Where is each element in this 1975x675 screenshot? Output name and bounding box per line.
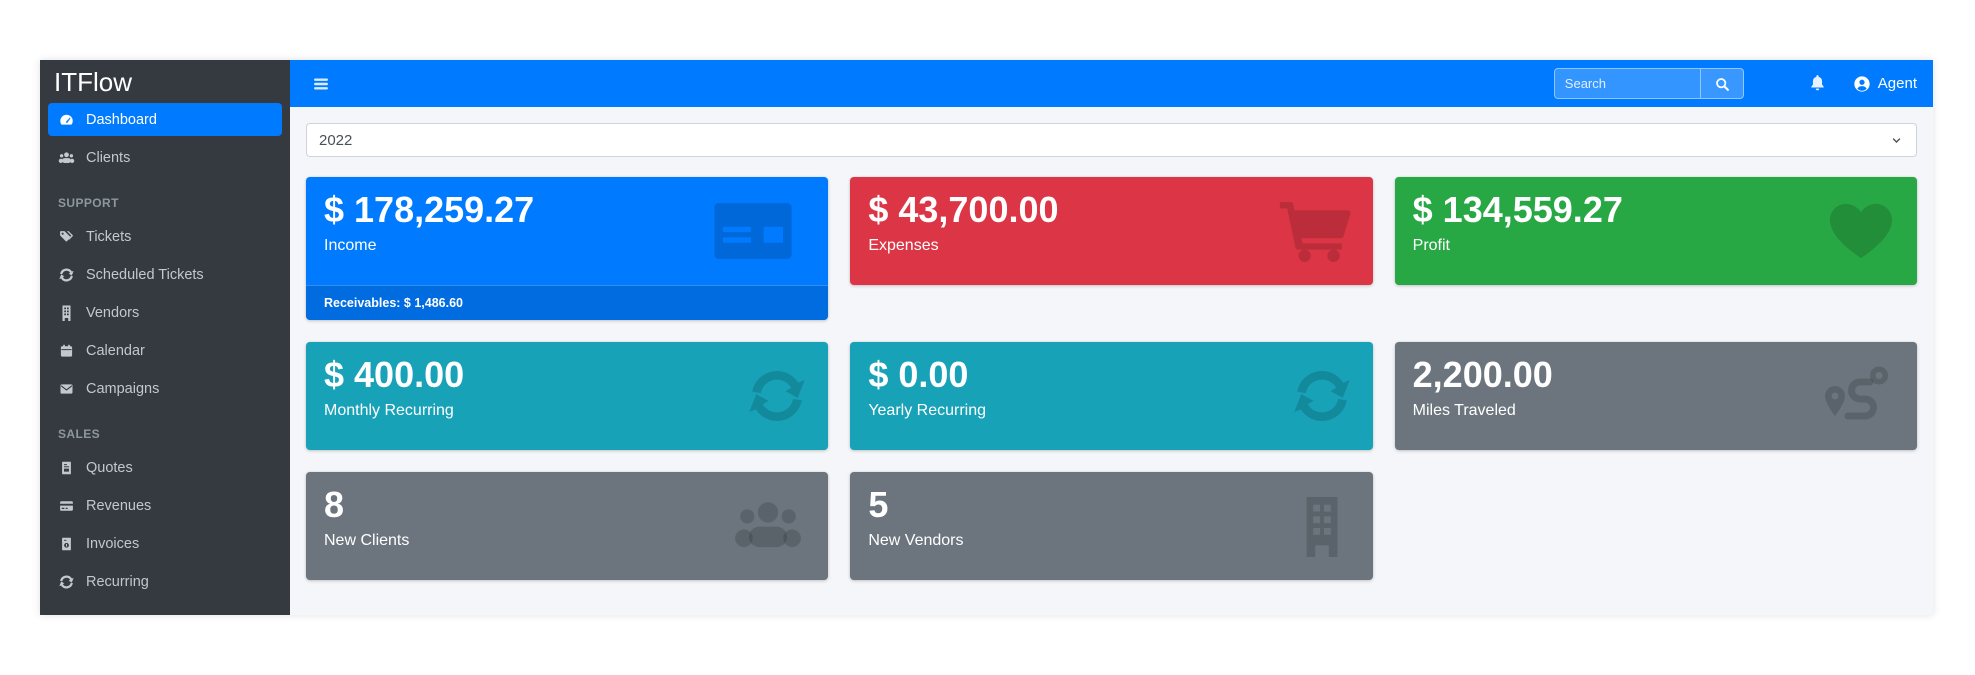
route-icon — [1817, 364, 1897, 428]
stat-card-miles-traveled: 2,200.00 Miles Traveled — [1394, 342, 1917, 450]
stat-label: Yearly Recurring — [868, 402, 987, 420]
stat-label: Monthly Recurring — [324, 402, 454, 420]
stat-value: $ 43,700.00 — [868, 189, 1059, 230]
sidebar-item-recurring[interactable]: Recurring — [48, 565, 282, 598]
shopping-cart-icon — [1277, 198, 1353, 264]
bell-icon — [1808, 73, 1827, 92]
money-check-icon — [698, 201, 808, 261]
user-menu[interactable]: Agent — [1853, 75, 1917, 93]
sidebar-item-invoices[interactable]: Invoices — [48, 527, 282, 560]
sidebar-section-support: SUPPORT — [58, 196, 119, 210]
sidebar-section-sales: SALES — [58, 427, 101, 441]
stat-card-monthly-recurring: $ 400.00 Monthly Recurring — [306, 342, 829, 450]
sidebar-item-tickets[interactable]: Tickets — [48, 220, 282, 253]
tags-icon — [58, 229, 75, 245]
app-window: ITFlow Dashboard Clients SUPPORT Tickets… — [40, 60, 1933, 615]
stat-label: Expenses — [868, 237, 939, 255]
search-button[interactable] — [1699, 68, 1744, 99]
sidebar-nav: Dashboard Clients SUPPORT Tickets Schedu… — [40, 103, 290, 603]
sidebar-item-label: Invoices — [86, 535, 140, 552]
stat-card-new-clients: 8 New Clients — [306, 472, 829, 580]
bars-icon — [311, 74, 331, 94]
calendar-icon — [58, 343, 75, 359]
users-icon — [728, 492, 808, 560]
sidebar-item-vendors[interactable]: Vendors — [48, 296, 282, 329]
envelope-icon — [58, 381, 75, 397]
stat-card-profit: $ 134,559.27 Profit — [1394, 177, 1917, 285]
stat-value: $ 134,559.27 — [1412, 189, 1623, 230]
sidebar-item-label: Clients — [86, 149, 131, 166]
stat-value: $ 178,259.27 — [324, 189, 535, 230]
stat-label: Miles Traveled — [1412, 402, 1516, 420]
stat-label: New Clients — [324, 532, 410, 550]
stat-value: $ 0.00 — [868, 354, 969, 395]
tachometer-icon — [58, 112, 75, 128]
navbar-search — [1553, 68, 1744, 99]
sidebar-item-clients[interactable]: Clients — [48, 141, 282, 174]
main-area: Agent 2022 $ 178,259.27 Income Receivabl… — [290, 60, 1933, 615]
search-icon — [1714, 76, 1730, 92]
brand-logo: ITFlow — [54, 67, 132, 97]
year-select[interactable]: 2022 — [306, 123, 1917, 157]
sidebar-item-label: Recurring — [86, 573, 149, 590]
user-circle-icon — [1853, 75, 1871, 93]
user-menu-label: Agent — [1877, 75, 1917, 92]
sidebar-item-label: Calendar — [86, 342, 145, 359]
file-invoice-icon — [58, 460, 75, 476]
sidebar-item-campaigns[interactable]: Campaigns — [48, 372, 282, 405]
stat-card-yearly-recurring: $ 0.00 Yearly Recurring — [850, 342, 1373, 450]
stat-card-income: $ 178,259.27 Income Receivables: $ 1,486… — [306, 177, 829, 320]
chevron-down-icon — [1889, 133, 1904, 148]
sidebar-toggle-button[interactable] — [306, 69, 336, 99]
sidebar-item-quotes[interactable]: Quotes — [48, 451, 282, 484]
receivables-footer: Receivables: $ 1,486.60 — [306, 285, 829, 320]
notifications-button[interactable] — [1808, 73, 1827, 95]
building-icon — [58, 305, 75, 321]
sync-icon — [58, 267, 75, 283]
stat-value: 2,200.00 — [1412, 354, 1553, 395]
sync-icon — [58, 574, 75, 590]
stat-card-expenses: $ 43,700.00 Expenses — [850, 177, 1373, 285]
sidebar-item-label: Quotes — [86, 459, 133, 476]
top-navbar: Agent — [290, 60, 1933, 107]
sidebar-item-revenues[interactable]: Revenues — [48, 489, 282, 522]
sidebar-item-label: Revenues — [86, 497, 152, 514]
sidebar-item-label: Campaigns — [86, 380, 160, 397]
search-input[interactable] — [1553, 68, 1700, 99]
sidebar-item-calendar[interactable]: Calendar — [48, 334, 282, 367]
dashboard-content: 2022 $ 178,259.27 Income Receivables: $ … — [290, 107, 1933, 615]
users-icon — [58, 150, 75, 166]
sidebar-item-dashboard[interactable]: Dashboard — [48, 103, 282, 136]
heart-icon — [1825, 200, 1897, 262]
sidebar-item-label: Scheduled Tickets — [86, 266, 204, 283]
building-icon — [1291, 492, 1353, 560]
sync-icon — [1291, 365, 1353, 427]
sidebar: ITFlow Dashboard Clients SUPPORT Tickets… — [40, 60, 290, 615]
stat-card-new-vendors: 5 New Vendors — [850, 472, 1373, 580]
stat-value: 5 — [868, 484, 889, 525]
stat-label: New Vendors — [868, 532, 964, 550]
sidebar-item-label: Tickets — [86, 228, 132, 245]
sidebar-item-label: Vendors — [86, 304, 140, 321]
file-invoice-dollar-icon — [58, 536, 75, 552]
stat-label: Income — [324, 237, 377, 255]
sidebar-item-scheduled-tickets[interactable]: Scheduled Tickets — [48, 258, 282, 291]
sync-icon — [746, 365, 808, 427]
stat-value: 8 — [324, 484, 345, 525]
stat-value: $ 400.00 — [324, 354, 465, 395]
stat-cards-grid: $ 178,259.27 Income Receivables: $ 1,486… — [306, 177, 1917, 580]
credit-card-icon — [58, 498, 75, 514]
year-select-value: 2022 — [319, 131, 353, 149]
stat-label: Profit — [1412, 237, 1450, 255]
sidebar-item-label: Dashboard — [86, 111, 157, 128]
